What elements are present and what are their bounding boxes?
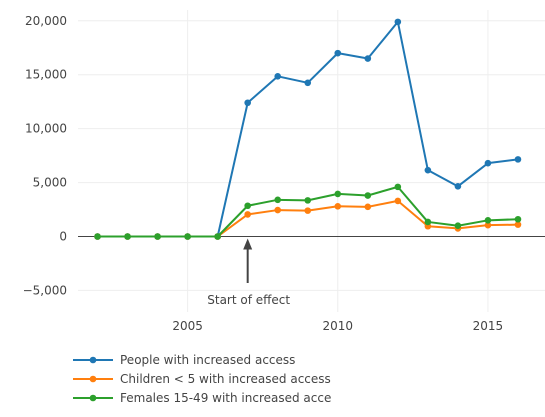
series-group	[94, 18, 522, 240]
series-line	[97, 20, 519, 238]
data-point[interactable]	[424, 218, 432, 226]
data-point[interactable]	[334, 49, 342, 57]
data-point[interactable]	[484, 159, 492, 167]
legend-item[interactable]: People with increased access	[73, 353, 295, 367]
legend-label: People with increased access	[120, 353, 295, 367]
data-point[interactable]	[304, 197, 312, 204]
series-line	[97, 199, 518, 238]
data-point[interactable]	[274, 196, 282, 204]
data-point[interactable]	[364, 203, 372, 211]
data-point[interactable]	[184, 233, 191, 240]
y-tick-label: 15,000	[25, 68, 67, 82]
series	[94, 18, 522, 240]
data-point[interactable]	[514, 221, 522, 228]
data-point[interactable]	[94, 233, 101, 240]
data-point[interactable]	[274, 206, 282, 214]
y-tick-label: −5,000	[23, 283, 67, 297]
legend[interactable]: People with increased access Children < 5…	[73, 353, 331, 405]
data-point[interactable]	[244, 211, 251, 218]
y-tick-label: 0	[59, 230, 67, 244]
data-point[interactable]	[484, 221, 492, 229]
y-tick-label: 20,000	[25, 14, 67, 28]
data-point[interactable]	[364, 55, 372, 62]
data-point[interactable]	[334, 190, 342, 198]
data-point[interactable]	[514, 215, 522, 223]
data-point[interactable]	[214, 233, 221, 240]
data-point[interactable]	[454, 183, 462, 190]
axes: −5,000 0 5,000 10,000 15,000 20,000 2005 2010 20…	[23, 14, 545, 333]
data-point[interactable]	[274, 73, 282, 80]
data-point[interactable]	[424, 166, 432, 174]
legend-item[interactable]: Children < 5 with increased access	[73, 372, 331, 386]
series-group	[94, 183, 522, 240]
data-point[interactable]	[304, 79, 312, 87]
data-point[interactable]	[394, 18, 402, 26]
annotations: Start of effect	[207, 238, 290, 307]
data-point[interactable]	[454, 222, 462, 230]
data-point[interactable]	[364, 192, 372, 199]
legend-label: Females 15-49 with increased acce	[120, 391, 331, 405]
legend-item[interactable]: Females 15-49 with increased acce	[73, 391, 331, 405]
annotation-arrow-head	[243, 238, 253, 250]
data-point[interactable]	[304, 207, 312, 214]
grid	[78, 10, 545, 312]
x-tick-label: 2015	[473, 319, 504, 333]
data-point[interactable]	[244, 202, 251, 210]
y-tick-label: 5,000	[33, 176, 67, 190]
legend-swatch-marker	[89, 394, 97, 402]
data-point[interactable]	[514, 156, 522, 163]
x-tick-label: 2005	[172, 319, 203, 333]
y-tick-label: 10,000	[25, 122, 67, 136]
data-point[interactable]	[244, 99, 251, 107]
x-tick-label: 2010	[323, 319, 354, 333]
data-point[interactable]	[484, 217, 492, 224]
data-point[interactable]	[154, 233, 161, 240]
annotation-label: Start of effect	[207, 293, 290, 307]
data-point[interactable]	[394, 197, 402, 205]
data-point[interactable]	[124, 233, 131, 240]
data-point[interactable]	[334, 203, 342, 210]
legend-label: Children < 5 with increased access	[120, 372, 331, 386]
legend-swatch-marker	[89, 375, 97, 383]
legend-swatch-marker	[89, 356, 97, 364]
data-point[interactable]	[394, 183, 402, 191]
